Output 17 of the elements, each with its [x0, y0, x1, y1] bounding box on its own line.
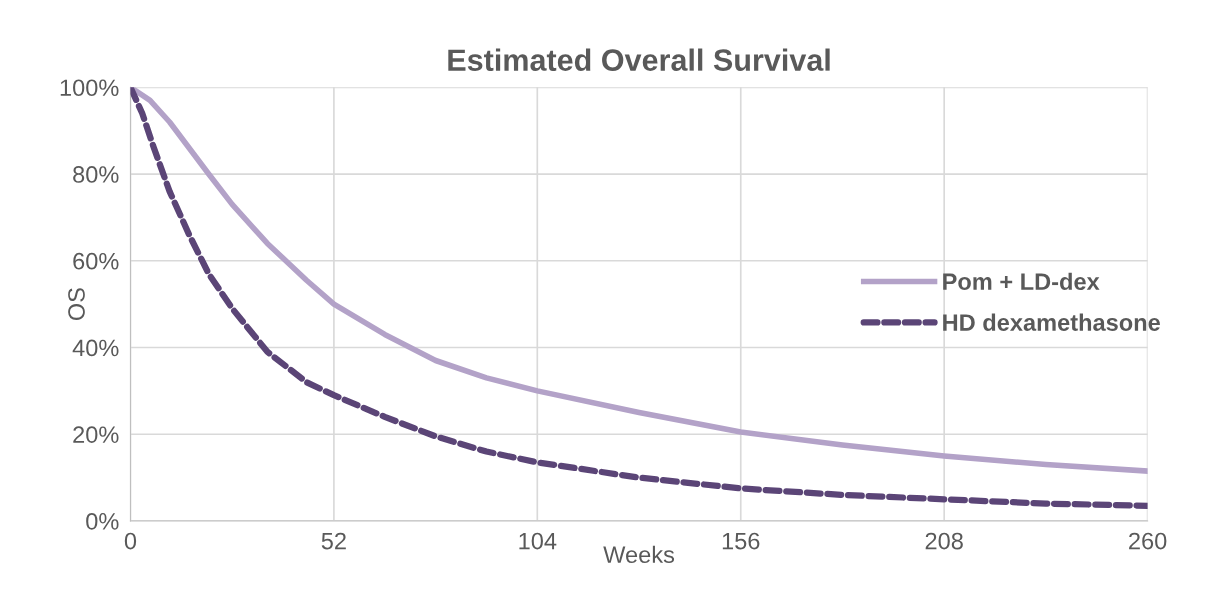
y-axis-title: OS — [68, 288, 85, 321]
x-tick-label: 208 — [925, 532, 963, 550]
chart-title: Estimated Overall Survival — [448, 48, 830, 71]
x-tick-label: 0 — [124, 532, 137, 550]
x-tick-label: 52 — [321, 532, 346, 550]
y-tick-label: 20% — [73, 426, 119, 443]
y-tick-label: 0% — [86, 513, 119, 530]
y-tick-label: 60% — [73, 252, 119, 270]
x-tick-label: 104 — [519, 532, 557, 550]
x-tick-label: 260 — [1129, 532, 1167, 550]
x-axis-title: Weeks — [603, 545, 675, 564]
y-tick-label: 100% — [60, 79, 119, 97]
y-tick-label: 40% — [72, 339, 119, 357]
y-tick-label: 80% — [73, 166, 119, 183]
x-tick-label: 156 — [722, 532, 760, 550]
legend-label: Pom + LD-dex — [943, 272, 1100, 291]
legend-label: HD dexamethasone — [943, 313, 1160, 331]
